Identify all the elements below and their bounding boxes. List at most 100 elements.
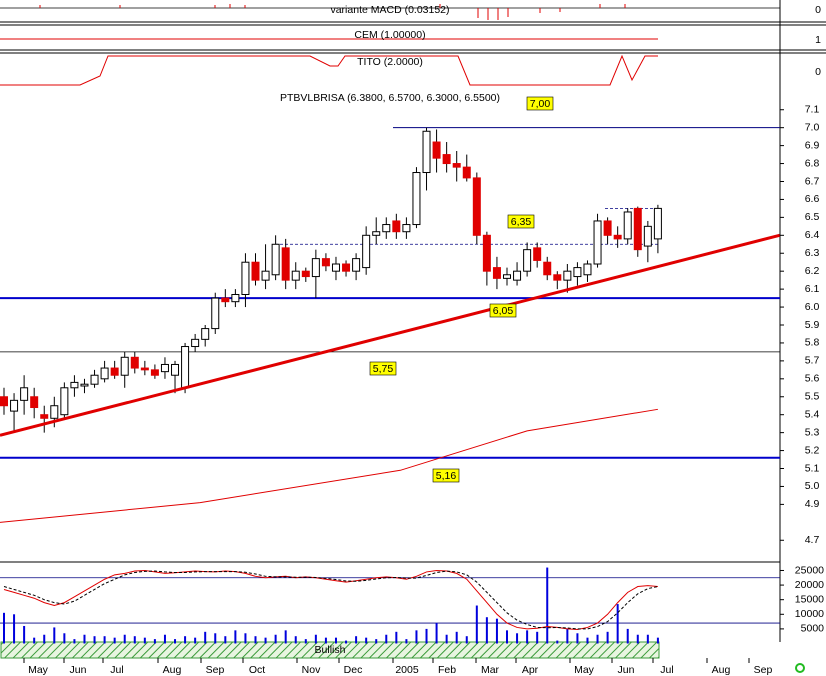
- candle-body: [70, 381, 79, 389]
- volume-bar: [656, 637, 659, 644]
- candle-body: [191, 338, 200, 348]
- x-tick-label: Mar: [481, 664, 500, 676]
- x-tick-label: Apr: [522, 664, 539, 676]
- candle-body: [603, 220, 612, 236]
- volume-bar: [606, 631, 609, 644]
- moving-average: [0, 408, 658, 523]
- volume-bar: [345, 640, 348, 644]
- volume-bar: [174, 639, 177, 644]
- y-tick-label: 6.7: [805, 175, 820, 187]
- volume-bar: [355, 636, 358, 644]
- y-tick-label: 6.8: [805, 157, 820, 169]
- indicator-axis-label: 1: [815, 34, 821, 46]
- volume-bar: [405, 639, 408, 644]
- candle-body: [402, 224, 411, 233]
- volume-bar: [163, 634, 166, 644]
- annotation-box: [369, 361, 397, 376]
- volume-bar: [626, 628, 629, 644]
- volume-bar: [334, 637, 337, 644]
- candle-body: [0, 396, 8, 407]
- y-tick-label: 5.1: [805, 462, 820, 474]
- candle-body: [80, 383, 89, 387]
- volume-bar: [566, 628, 569, 644]
- volume-bar: [516, 633, 519, 644]
- candle-body: [40, 414, 49, 419]
- x-tick-label: Sep: [754, 664, 773, 676]
- candle-body: [382, 224, 391, 233]
- y-tick-label: 5.3: [805, 426, 820, 438]
- candle-body: [90, 374, 99, 385]
- y-tick-label: 6.3: [805, 247, 820, 259]
- x-tick-label: Aug: [712, 664, 731, 676]
- volume-bar: [83, 634, 86, 644]
- volume-bar: [445, 634, 448, 644]
- candle-body: [10, 399, 19, 412]
- x-tick-label: Jun: [618, 664, 635, 676]
- x-tick-label: Nov: [302, 664, 321, 676]
- y-tick-label: 6.0: [805, 301, 820, 313]
- volume-bar: [324, 637, 327, 644]
- volume-bar: [465, 636, 468, 644]
- y-tick-label: 5.2: [805, 444, 820, 456]
- volume-bar: [586, 637, 589, 644]
- x-tick-label: Feb: [438, 664, 456, 676]
- candle-body: [60, 387, 69, 416]
- chart-title: PTBVLBRISA (6.3800, 6.5700, 6.3000, 6.55…: [280, 92, 500, 104]
- volume-bar: [294, 636, 297, 644]
- y-tick-label: 6.6: [805, 193, 820, 205]
- volume-bar: [113, 637, 116, 644]
- candle-body: [482, 234, 491, 272]
- candle-body: [543, 261, 552, 276]
- volume-bar: [385, 634, 388, 644]
- y-tick-label: 4.9: [805, 498, 820, 510]
- volume-bar: [304, 639, 307, 644]
- candle-body: [261, 270, 270, 281]
- y-tick-label: 7.0: [805, 121, 820, 133]
- candle-body: [613, 234, 622, 240]
- volume-bar: [234, 630, 237, 644]
- candle-body: [342, 263, 351, 272]
- volume-bar: [143, 637, 146, 644]
- volume-bar: [43, 634, 46, 644]
- candle-body: [251, 261, 260, 281]
- candle-body: [623, 211, 632, 240]
- y-tick-label: 6.5: [805, 211, 820, 223]
- annotation: 6,05: [493, 305, 514, 317]
- candle-body: [221, 297, 230, 303]
- candle-body: [140, 367, 149, 371]
- candle-body: [523, 249, 532, 272]
- y-tick-label: 5.5: [805, 391, 820, 403]
- x-tick-label: Aug: [163, 664, 182, 676]
- candle-body: [392, 220, 401, 233]
- volume-bar: [596, 634, 599, 644]
- candle-body: [120, 356, 129, 376]
- annotation-box: [507, 214, 535, 229]
- y-tick-label: 5.6: [805, 373, 820, 385]
- volume-bar: [123, 634, 126, 644]
- candle-body: [150, 369, 159, 376]
- y-tick-label: 5.0: [805, 480, 820, 492]
- candle-body: [211, 297, 220, 330]
- volume-bar: [53, 627, 56, 644]
- volume-bar: [375, 639, 378, 644]
- volume-bar: [616, 604, 619, 644]
- candle-body: [281, 247, 290, 281]
- candle-body: [633, 207, 642, 251]
- annotation-box: [526, 96, 554, 111]
- y-tick-label: 7.1: [805, 104, 820, 116]
- candle-body: [20, 387, 29, 401]
- volume-bar: [495, 618, 498, 644]
- volume-bar: [365, 637, 368, 644]
- volume-bar: [3, 612, 5, 644]
- volume-bar: [63, 633, 66, 644]
- candle-body: [130, 356, 139, 369]
- y-tick-label: 5.4: [805, 408, 820, 420]
- candle-body: [372, 231, 381, 236]
- candle-body: [30, 396, 39, 409]
- x-tick-label: Jun: [70, 664, 87, 676]
- y-tick-label: 6.1: [805, 283, 820, 295]
- candle-body: [110, 367, 119, 376]
- volume-bar: [546, 567, 549, 644]
- volume-bar: [284, 630, 287, 644]
- candle-body: [583, 263, 592, 276]
